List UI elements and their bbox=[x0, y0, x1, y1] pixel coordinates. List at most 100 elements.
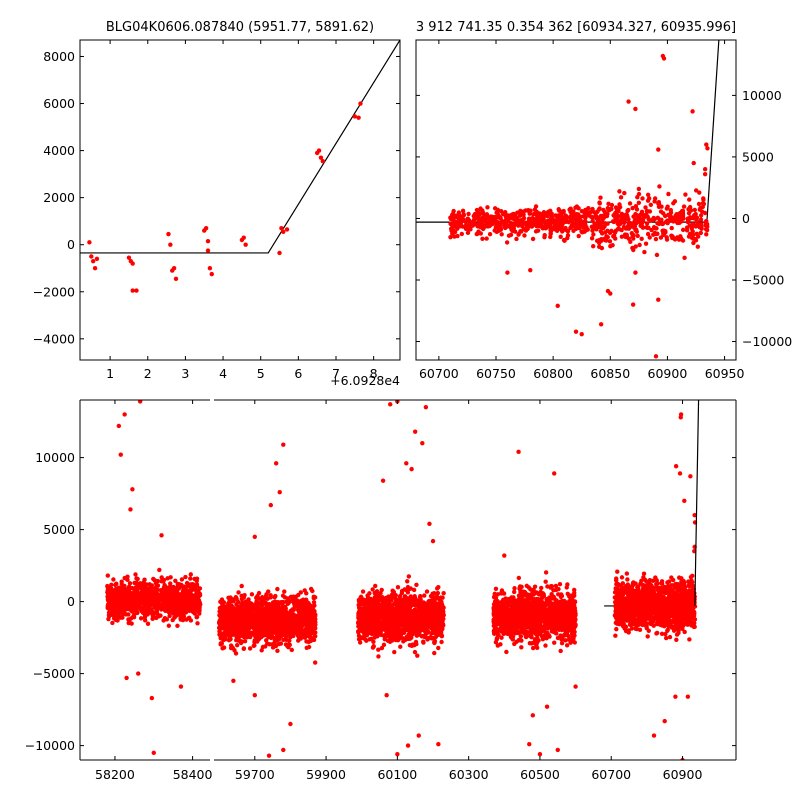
data-point bbox=[154, 615, 159, 621]
data-point bbox=[308, 586, 314, 592]
data-point bbox=[617, 189, 622, 194]
panel-recent: 3 912 741.35 0.354 362 [60934.327, 60935… bbox=[415, 20, 792, 381]
data-point bbox=[656, 147, 661, 152]
data-point bbox=[568, 225, 573, 231]
data-point bbox=[440, 626, 445, 632]
x-tick-label: 6 bbox=[294, 366, 302, 381]
data-point bbox=[228, 636, 233, 642]
data-point bbox=[132, 596, 138, 601]
data-point bbox=[370, 587, 375, 592]
data-point bbox=[608, 243, 613, 249]
data-point bbox=[691, 240, 696, 246]
data-point bbox=[232, 615, 237, 620]
data-point bbox=[238, 640, 244, 646]
data-point bbox=[648, 202, 654, 208]
data-point bbox=[254, 638, 260, 643]
data-point bbox=[626, 220, 632, 226]
data-point bbox=[694, 219, 700, 224]
y-tick-label: 8000 bbox=[43, 49, 75, 64]
data-point bbox=[647, 209, 653, 214]
data-point bbox=[161, 618, 166, 623]
data-point bbox=[179, 577, 185, 582]
data-point bbox=[622, 190, 627, 196]
data-point bbox=[169, 608, 174, 613]
data-point bbox=[459, 231, 464, 237]
data-point bbox=[384, 605, 389, 610]
data-point bbox=[645, 192, 651, 197]
data-point bbox=[414, 631, 420, 636]
data-point bbox=[614, 208, 620, 213]
data-point bbox=[541, 210, 547, 215]
x-tick-label: 1 bbox=[106, 366, 114, 381]
data-point bbox=[302, 588, 307, 593]
data-point bbox=[275, 635, 281, 641]
data-point bbox=[179, 582, 184, 588]
data-point bbox=[412, 610, 417, 615]
data-point bbox=[630, 302, 636, 307]
data-point bbox=[183, 574, 188, 580]
y-tick-label: 4000 bbox=[43, 143, 75, 158]
data-point bbox=[426, 619, 431, 624]
data-point bbox=[205, 248, 211, 253]
panel-zoom-title: BLG04K0606.087840 (5951.77, 5891.62) bbox=[106, 20, 374, 35]
data-point bbox=[606, 201, 611, 207]
x-tick-label: 60850 bbox=[590, 366, 630, 381]
data-point bbox=[260, 598, 266, 604]
data-point bbox=[390, 607, 395, 613]
data-point bbox=[108, 612, 113, 617]
data-point bbox=[427, 605, 433, 611]
data-point bbox=[245, 615, 251, 621]
data-point bbox=[305, 618, 310, 623]
data-point bbox=[644, 221, 650, 226]
data-point bbox=[501, 223, 507, 228]
data-point bbox=[308, 638, 314, 643]
data-point bbox=[110, 620, 115, 626]
data-point bbox=[434, 594, 440, 599]
data-point bbox=[419, 603, 425, 608]
data-point bbox=[138, 586, 144, 591]
data-point bbox=[598, 229, 603, 234]
data-point bbox=[234, 642, 240, 648]
data-point bbox=[260, 629, 265, 634]
data-point bbox=[127, 592, 133, 597]
data-point bbox=[542, 234, 547, 240]
data-point bbox=[576, 233, 581, 239]
data-point bbox=[217, 613, 222, 618]
data-point bbox=[223, 609, 229, 614]
data-point bbox=[597, 201, 602, 206]
data-point bbox=[242, 605, 247, 610]
data-point bbox=[247, 646, 253, 651]
data-point bbox=[112, 594, 117, 599]
data-point bbox=[577, 226, 582, 231]
data-point bbox=[278, 608, 284, 613]
data-point bbox=[693, 188, 699, 193]
data-point bbox=[280, 593, 286, 598]
data-point bbox=[387, 637, 393, 642]
data-point bbox=[149, 594, 155, 599]
data-point bbox=[252, 643, 257, 648]
data-point bbox=[395, 585, 401, 590]
data-point bbox=[697, 224, 702, 230]
data-point bbox=[278, 641, 284, 646]
data-point bbox=[145, 621, 151, 626]
data-point bbox=[358, 101, 363, 106]
data-point bbox=[662, 213, 668, 219]
data-point bbox=[687, 197, 692, 202]
data-point bbox=[419, 609, 425, 615]
data-point bbox=[376, 654, 381, 659]
data-point bbox=[398, 644, 403, 649]
data-point bbox=[436, 645, 441, 651]
data-point bbox=[391, 618, 396, 623]
data-point bbox=[300, 632, 305, 637]
data-point bbox=[555, 303, 560, 309]
data-point bbox=[306, 631, 311, 637]
data-point bbox=[511, 214, 516, 220]
y-tick-label: 5000 bbox=[742, 149, 774, 164]
data-point bbox=[165, 607, 170, 613]
data-point bbox=[680, 215, 686, 220]
data-point bbox=[549, 212, 554, 217]
data-point bbox=[571, 228, 576, 234]
data-point bbox=[135, 576, 140, 582]
data-point bbox=[672, 199, 678, 204]
data-point bbox=[478, 231, 483, 236]
